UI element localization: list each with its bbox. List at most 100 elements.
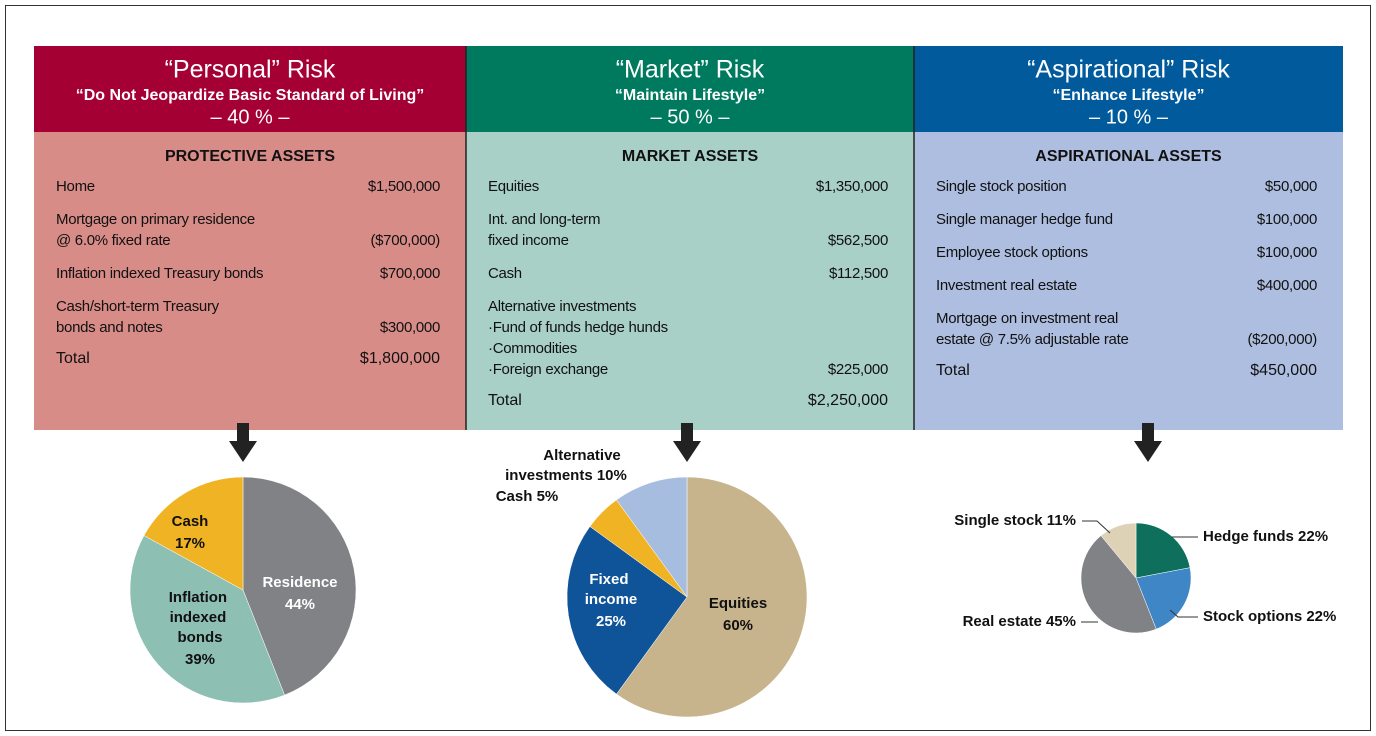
total-value: $450,000 bbox=[1250, 362, 1317, 379]
row-label: Single manager hedge fund bbox=[936, 211, 1113, 228]
panel-header bbox=[34, 46, 466, 132]
panel-body bbox=[466, 132, 914, 430]
panel-subtitle: “Enhance Lifestyle” bbox=[1052, 87, 1204, 104]
row-label: Home bbox=[56, 178, 95, 195]
pie-category: Inflation indexed bonds bbox=[169, 589, 232, 646]
row-label: estate @ 7.5% adjustable rate bbox=[936, 331, 1128, 348]
panel-body bbox=[34, 132, 466, 430]
row-label: Alternative investments bbox=[488, 298, 636, 315]
pie-slice bbox=[616, 476, 808, 718]
row-label: ·Commodities bbox=[488, 340, 577, 357]
row-label: Investment real estate bbox=[936, 277, 1077, 294]
row-value: $100,000 bbox=[1257, 211, 1317, 228]
pie-category: Equities bbox=[709, 595, 767, 612]
row-value: $1,500,000 bbox=[368, 178, 440, 195]
row-value: $562,500 bbox=[828, 232, 888, 249]
assets-heading: PROTECTIVE ASSETS bbox=[165, 148, 335, 165]
pie-label-line: investments 10% bbox=[505, 467, 627, 484]
pie-label-line: Single stock 11% bbox=[954, 512, 1076, 529]
arrow bbox=[673, 423, 701, 462]
row-label: ·Fund of funds hedge hunds bbox=[488, 319, 668, 336]
pie-label-line: Cash 5% bbox=[496, 488, 559, 505]
panel-percent: – 50 % – bbox=[651, 106, 731, 128]
pie-category: Hedge funds bbox=[1203, 528, 1298, 545]
row-label: bonds and notes bbox=[56, 319, 162, 336]
row-value: ($700,000) bbox=[370, 232, 440, 249]
total-value: $1,800,000 bbox=[360, 350, 440, 367]
pie-slice bbox=[242, 476, 357, 696]
total-label: Total bbox=[488, 392, 522, 409]
row-value: $112,500 bbox=[829, 265, 888, 282]
row-label: ·Foreign exchange bbox=[488, 361, 608, 378]
row-label: Inflation indexed Treasury bonds bbox=[56, 265, 263, 282]
pie-slice bbox=[1135, 567, 1192, 630]
row-label: Equities bbox=[488, 178, 539, 195]
pie-category: Alternative bbox=[543, 447, 621, 464]
pie-label-line: Hedge funds 22% bbox=[1203, 528, 1328, 545]
pie-value-label: 45% bbox=[1046, 613, 1076, 630]
assets-heading: MARKET ASSETS bbox=[622, 148, 759, 165]
pie-category: Real estate bbox=[963, 613, 1046, 630]
pie-slice bbox=[1080, 535, 1157, 634]
panel-subtitle: “Do Not Jeopardize Basic Standard of Liv… bbox=[76, 87, 425, 104]
pie-value-label: 11% bbox=[1047, 512, 1076, 529]
row-label: fixed income bbox=[488, 232, 569, 249]
pie-label-line: Stock options 22% bbox=[1203, 608, 1336, 625]
row-value: $700,000 bbox=[380, 265, 440, 282]
assets-heading: ASPIRATIONAL ASSETS bbox=[1035, 148, 1222, 165]
pie-value-label: 25% bbox=[596, 613, 626, 630]
panel-subtitle: “Maintain Lifestyle” bbox=[615, 87, 765, 104]
pie-category: Fixed income bbox=[585, 571, 638, 608]
pie-value-label: 10% bbox=[597, 467, 627, 484]
pie-value-label: 39% bbox=[185, 651, 215, 668]
pie-category: Cash bbox=[496, 488, 537, 505]
row-label: Employee stock options bbox=[936, 244, 1088, 261]
pie-category: Stock options bbox=[1203, 608, 1306, 625]
panel-title: “Market” Risk bbox=[616, 56, 765, 84]
row-label: Int. and long-term bbox=[488, 211, 600, 228]
pie-slice bbox=[143, 476, 244, 591]
arrow bbox=[1134, 423, 1162, 462]
pie-value-label: 5% bbox=[537, 488, 559, 505]
leader-line bbox=[1082, 520, 1111, 534]
panel-header bbox=[466, 46, 914, 132]
arrow bbox=[229, 423, 257, 462]
total-label: Total bbox=[56, 350, 90, 367]
row-value: $225,000 bbox=[828, 361, 888, 378]
total-value: $2,250,000 bbox=[808, 392, 888, 409]
panel-title: “Personal” Risk bbox=[165, 56, 336, 84]
pie-category: Residence bbox=[262, 574, 337, 591]
pie-slice bbox=[566, 526, 688, 695]
row-value: $300,000 bbox=[380, 319, 440, 336]
pie-label-line: Real estate 45% bbox=[963, 613, 1076, 630]
row-label: Mortgage on primary residence bbox=[56, 211, 255, 228]
panel-body bbox=[914, 132, 1343, 430]
pie-slice bbox=[616, 476, 688, 598]
pie-value-label: 22% bbox=[1298, 528, 1328, 545]
row-label: Cash bbox=[488, 265, 522, 282]
row-value: $1,350,000 bbox=[816, 178, 888, 195]
row-value: ($200,000) bbox=[1247, 331, 1317, 348]
pie-value-label: 44% bbox=[285, 596, 315, 613]
row-label: Mortgage on investment real bbox=[936, 310, 1118, 327]
pie-category-part: investments bbox=[505, 467, 597, 484]
panel-title: “Aspirational” Risk bbox=[1027, 56, 1230, 84]
pie-slice bbox=[129, 535, 285, 704]
panel-percent: – 10 % – bbox=[1089, 106, 1169, 128]
leader-line bbox=[1169, 609, 1198, 618]
pie-slice bbox=[1135, 522, 1191, 579]
total-label: Total bbox=[936, 362, 970, 379]
pie-value-label: 17% bbox=[175, 535, 205, 552]
panel-header bbox=[914, 46, 1343, 132]
pie-value-label: 60% bbox=[723, 617, 753, 634]
row-label: Single stock position bbox=[936, 178, 1066, 195]
row-value: $50,000 bbox=[1265, 178, 1317, 195]
row-label: @ 6.0% fixed rate bbox=[56, 232, 170, 249]
pie-category: Cash bbox=[172, 513, 209, 530]
pie-slice bbox=[1100, 522, 1137, 579]
row-value: $100,000 bbox=[1257, 244, 1317, 261]
row-value: $400,000 bbox=[1257, 277, 1317, 294]
pie-category: Single stock bbox=[954, 512, 1047, 529]
row-label: Cash/short-term Treasury bbox=[56, 298, 220, 315]
